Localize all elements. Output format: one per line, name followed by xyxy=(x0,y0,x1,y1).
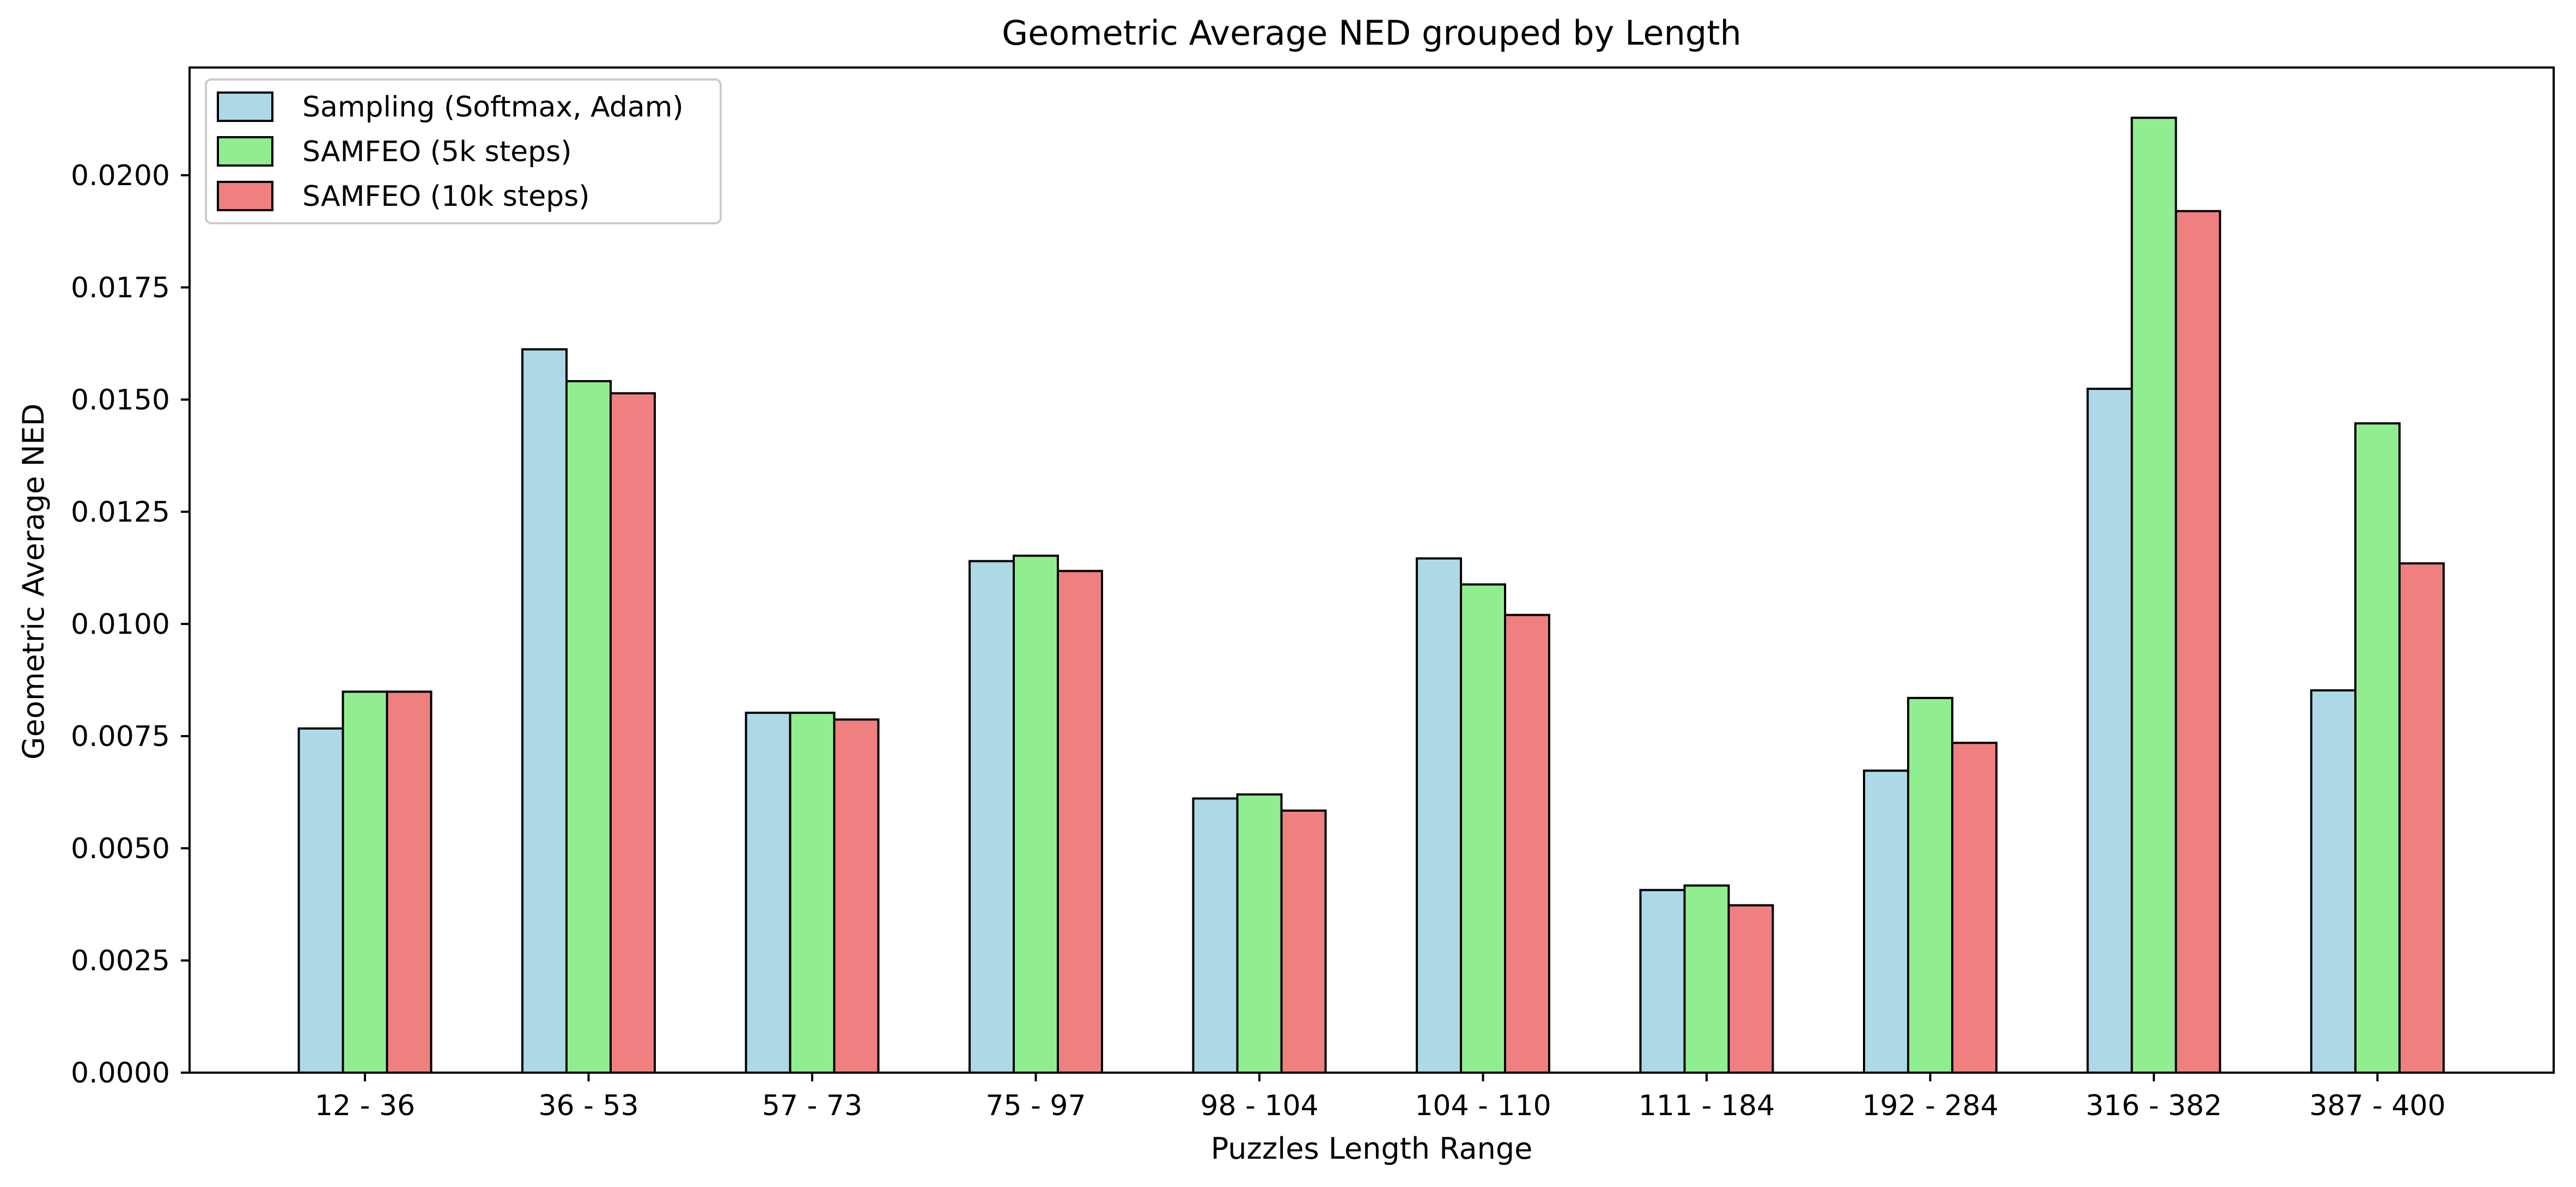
bar-series-1-category-9 xyxy=(2086,388,2133,1074)
y-axis-title: Geometric Average NED xyxy=(16,403,51,760)
x-tick-label: 57 - 73 xyxy=(762,1090,862,1122)
y-tick-label: 0.0050 xyxy=(71,833,170,865)
x-tick-label: 111 - 184 xyxy=(1639,1090,1775,1122)
x-ticks: 12 - 36 36 - 53 57 - 73 75 - 97 98 - 104 104 … xyxy=(315,1073,2446,1122)
plot-frame xyxy=(188,66,2555,1074)
bar-series-1-category-4 xyxy=(969,560,1015,1074)
bar-series-3-category-1 xyxy=(386,690,433,1074)
legend-label: SAMFEO (10k steps) xyxy=(302,180,590,213)
bar-series-1-category-6 xyxy=(1416,557,1462,1074)
bar-series-1-category-7 xyxy=(1639,889,1686,1074)
legend-swatch xyxy=(217,136,273,167)
bar-series-2-category-9 xyxy=(2130,117,2177,1074)
x-tick-label: 75 - 97 xyxy=(985,1090,1086,1122)
bar-series-3-category-9 xyxy=(2175,210,2221,1074)
y-ticks: 0.0000 0.0025 0.0050 0.0075 0.0100 0.0125 0.01… xyxy=(71,160,190,1090)
bar-series-2-category-6 xyxy=(1460,583,1506,1074)
x-tick-label: 316 - 382 xyxy=(2086,1090,2222,1122)
y-tick-label: 0.0000 xyxy=(71,1057,170,1090)
bar-series-1-category-8 xyxy=(1863,769,1909,1074)
bar-series-2-category-1 xyxy=(342,690,388,1074)
bar-series-3-category-5 xyxy=(1280,809,1327,1074)
x-axis-title: Puzzles Length Range xyxy=(1211,1131,1533,1166)
bar-series-2-category-5 xyxy=(1236,793,1283,1074)
bar-series-3-category-10 xyxy=(2398,562,2445,1074)
legend-box xyxy=(205,78,722,224)
bar-series-3-category-4 xyxy=(1057,570,1103,1074)
legend-swatch xyxy=(217,91,273,122)
y-tick-label: 0.0125 xyxy=(71,496,170,529)
bars-layer xyxy=(297,117,2445,1074)
bar-series-2-category-10 xyxy=(2354,422,2401,1074)
y-tick-label: 0.0100 xyxy=(71,608,170,641)
bar-series-3-category-3 xyxy=(833,718,880,1074)
bar-series-1-category-1 xyxy=(297,727,344,1074)
bar-series-3-category-2 xyxy=(610,392,656,1074)
y-tick-label: 0.0175 xyxy=(71,272,170,304)
bar-series-1-category-5 xyxy=(1192,797,1239,1074)
bar-series-1-category-3 xyxy=(745,712,791,1074)
bar-series-1-category-10 xyxy=(2310,689,2356,1074)
x-tick-label: 98 - 104 xyxy=(1200,1090,1318,1122)
x-tick-label: 12 - 36 xyxy=(315,1090,415,1122)
y-tick-label: 0.0200 xyxy=(71,160,170,192)
bar-series-2-category-4 xyxy=(1013,554,1059,1074)
bar-series-2-category-8 xyxy=(1907,696,1953,1074)
bar-series-3-category-6 xyxy=(1504,614,1550,1074)
legend: Sampling (Softmax, Adam) SAMFEO (5k steps… xyxy=(205,78,722,224)
legend-swatch xyxy=(217,181,273,211)
legend-label: SAMFEO (5k steps) xyxy=(302,136,572,168)
x-tick-label: 36 - 53 xyxy=(538,1090,638,1122)
bar-series-2-category-2 xyxy=(565,380,612,1074)
x-tick-label: 104 - 110 xyxy=(1415,1090,1551,1122)
y-tick-label: 0.0075 xyxy=(71,720,170,753)
legend-label: Sampling (Softmax, Adam) xyxy=(302,91,684,124)
bar-series-1-category-2 xyxy=(521,348,568,1074)
x-tick-label: 387 - 400 xyxy=(2309,1090,2445,1122)
y-tick-label: 0.0025 xyxy=(71,945,170,977)
chart-title: Geometric Average NED grouped by Length xyxy=(1002,13,1741,53)
bar-series-3-category-8 xyxy=(1951,742,1998,1074)
bar-series-3-category-7 xyxy=(1727,904,1774,1074)
bar-series-2-category-7 xyxy=(1683,884,1730,1074)
y-tick-label: 0.0150 xyxy=(71,384,170,417)
x-tick-label: 192 - 284 xyxy=(1862,1090,1998,1122)
bar-series-2-category-3 xyxy=(789,712,836,1074)
